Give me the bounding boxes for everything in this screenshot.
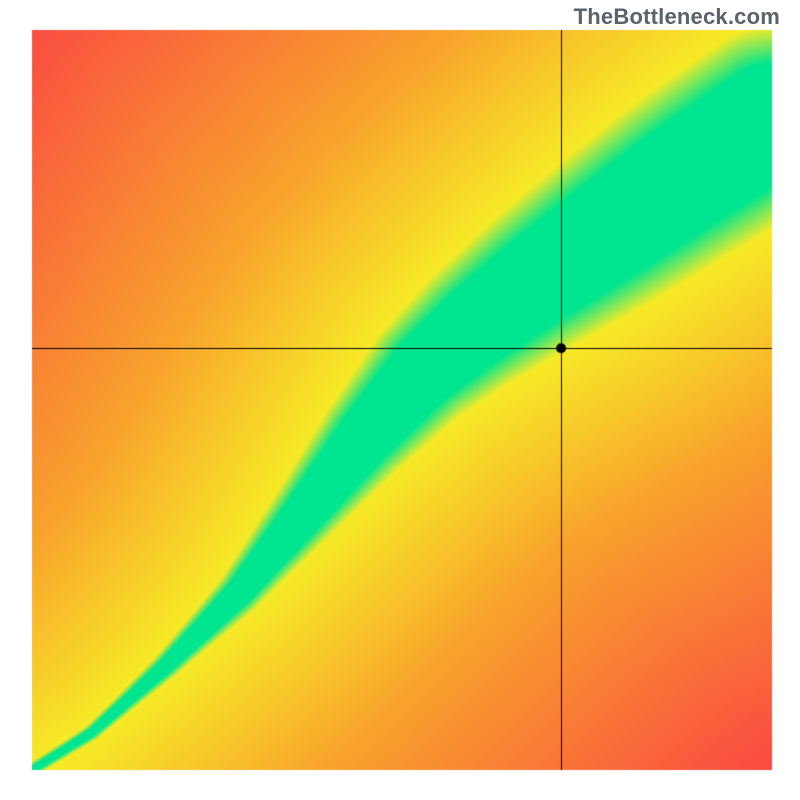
heatmap-canvas xyxy=(0,0,800,800)
chart-container: TheBottleneck.com xyxy=(0,0,800,800)
watermark-text: TheBottleneck.com xyxy=(574,4,780,30)
